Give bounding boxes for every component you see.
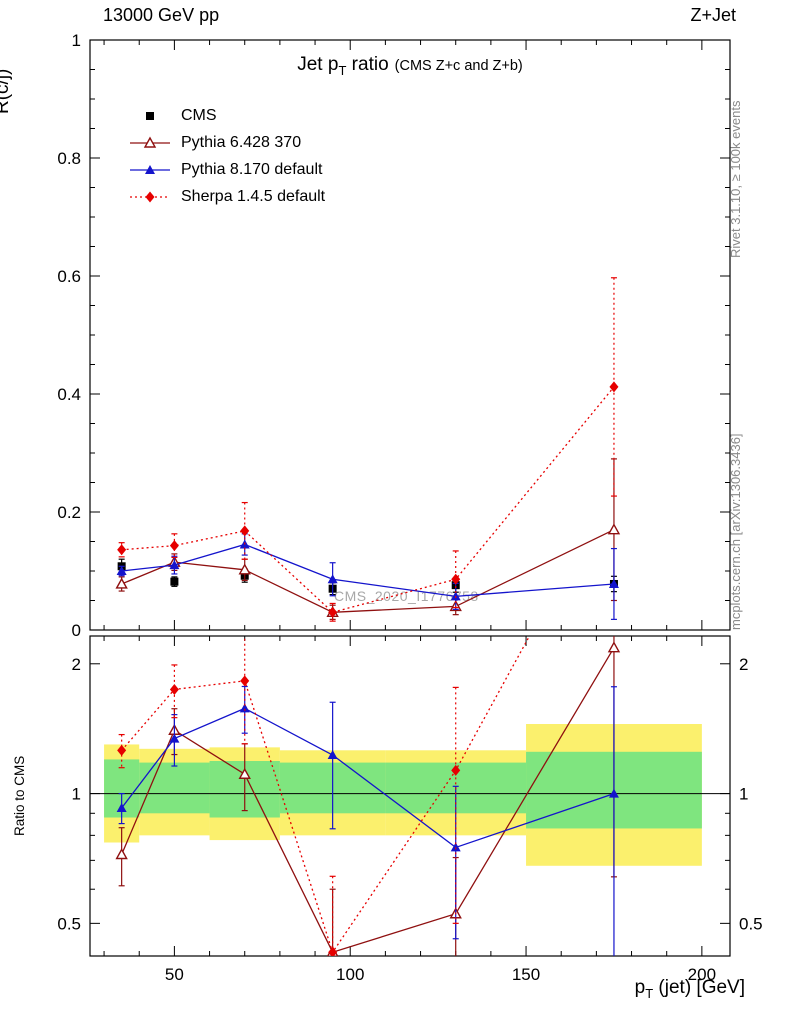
legend-label-cms: CMS [181,106,217,124]
x-label-sub: T [645,985,654,1001]
svg-text:0.6: 0.6 [57,267,81,286]
beam-energy-label: 13000 GeV pp [103,5,220,25]
svg-text:50: 50 [165,965,184,984]
title-post: ratio [346,54,389,75]
svg-text:1: 1 [739,785,748,804]
svg-text:0.2: 0.2 [57,503,81,522]
svg-text:1: 1 [72,785,81,804]
svg-text:0.4: 0.4 [57,385,81,404]
x-axis-label: pT (jet) [GeV] [500,977,745,1001]
series-sherpa-main [117,277,619,622]
process-label: Z+Jet [690,5,736,25]
svg-text:150: 150 [512,965,540,984]
legend-label-pythia6: Pythia 6.428 370 [181,133,302,151]
svg-text:2: 2 [72,655,81,674]
svg-text:0.5: 0.5 [739,914,763,933]
legend: CMS Pythia 6.428 370 Pythia 8.170 default S… [128,102,325,210]
legend-item-sherpa: Sherpa 1.4.5 default [128,183,325,210]
svg-text:200: 200 [688,965,716,984]
main-panel-frame [89,39,731,631]
legend-item-pythia6: Pythia 6.428 370 [128,129,325,156]
series-pythia6-main [115,458,621,620]
svg-text:100: 100 [336,965,364,984]
analysis-watermark: CMS_2020_I1776758 [334,588,479,604]
pythia8-marker-icon [130,164,170,174]
svg-text:0: 0 [72,621,81,640]
svg-text:0.8: 0.8 [57,149,81,168]
series-pythia8-main [116,533,619,620]
plot-title: Jet pT ratio (CMS Z+c and Z+b) [90,54,730,78]
svg-text:2: 2 [739,655,748,674]
svg-text:0.5: 0.5 [57,914,81,933]
title-sub: T [338,62,347,78]
plot-title-main: Jet pT ratio [297,54,389,78]
legend-label-sherpa: Sherpa 1.4.5 default [181,187,326,205]
ratio-panel-frame [89,635,731,957]
axis-ticks [90,39,730,956]
sherpa-marker-icon [130,191,170,202]
cms-marker-icon [146,111,154,120]
mcplots-reference-label: mcplots.cern.ch [arXiv:1306.3436] [728,433,743,630]
rivet-version-label: Rivet 3.1.10, ≥ 100k events [728,100,743,258]
series-sherpa-ratio [117,636,531,956]
legend-label-pythia8: Pythia 8.170 default [181,160,323,178]
axis-tick-labels: 50 100 150 200 0 0.2 0.4 0.6 0.8 1 0.5 0.5 1 1 2 2 [57,31,762,984]
legend-item-cms: CMS [128,102,325,129]
plot-title-note: (CMS Z+c and Z+b) [394,58,523,74]
x-label-post: (jet) [GeV] [653,977,745,998]
x-label-pre: p [634,977,646,998]
title-pre: Jet p [297,54,339,75]
pythia6-marker-icon [130,136,170,148]
y-axis-label-main: R(c/j) [0,68,13,114]
svg-text:1: 1 [72,31,81,50]
legend-item-pythia8: Pythia 8.170 default [128,156,325,183]
y-axis-label-ratio: Ratio to CMS [12,755,27,836]
